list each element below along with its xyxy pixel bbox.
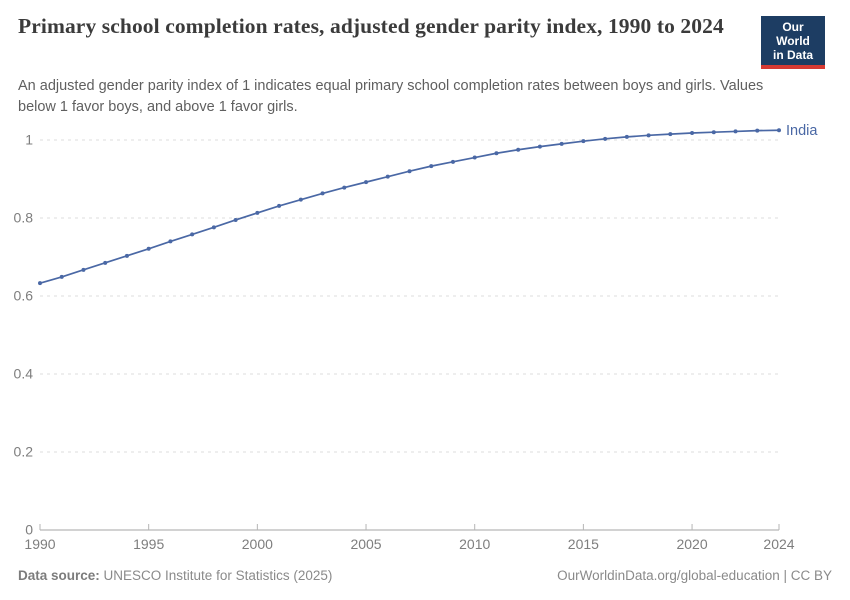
x-axis-tick-label: 1995 [133, 536, 164, 552]
y-axis-tick-label: 1 [25, 132, 33, 148]
data-point-marker [277, 203, 282, 208]
data-point-marker [777, 128, 781, 133]
chart-title: Primary school completion rates, adjuste… [18, 14, 724, 38]
y-axis-tick-label: 0.4 [14, 366, 34, 382]
data-point-marker [668, 132, 673, 137]
data-point-marker [407, 169, 412, 174]
x-axis-tick-label: 2024 [763, 536, 794, 552]
data-point-marker [168, 239, 173, 244]
data-point-marker [581, 139, 586, 144]
data-point-marker [342, 185, 347, 190]
x-axis-tick-label: 2020 [676, 536, 707, 552]
india-series-line [39, 129, 780, 284]
data-point-marker [624, 134, 629, 139]
y-axis-tick-label: 0.6 [14, 288, 34, 304]
data-point-marker [733, 129, 738, 134]
data-point-marker [646, 133, 651, 138]
owid-credit-link[interactable]: OurWorldinData.org/global-education | CC… [557, 568, 832, 583]
data-source-note: Data source: UNESCO Institute for Statis… [18, 568, 332, 583]
x-axis-tick-label: 2015 [568, 536, 599, 552]
x-axis-tick-label: 2000 [242, 536, 273, 552]
data-point-marker [711, 130, 716, 135]
owid-logo-red-bar [761, 65, 825, 69]
data-point-marker [494, 151, 499, 156]
data-point-marker [124, 253, 129, 258]
data-point-marker [364, 180, 369, 185]
series-entity-label[interactable]: India [786, 123, 818, 139]
data-point-marker [537, 144, 542, 149]
chart-footer: Data source: UNESCO Institute for Statis… [18, 568, 832, 583]
data-point-marker [103, 260, 108, 265]
y-axis-tick-label: 0.8 [14, 210, 34, 226]
data-point-marker [38, 281, 42, 286]
data-point-marker [429, 164, 434, 169]
x-axis-tick-label: 2005 [350, 536, 381, 552]
data-point-marker [385, 174, 390, 179]
data-point-marker [233, 217, 238, 222]
y-axis-tick-label: 0.2 [14, 444, 34, 460]
owid-logo[interactable]: Our World in Data [761, 16, 825, 69]
data-point-marker [255, 210, 260, 215]
data-point-marker [320, 191, 325, 196]
y-axis-tick-label: 0 [25, 522, 33, 538]
data-point-marker [190, 232, 195, 237]
data-point-marker [450, 159, 455, 164]
data-point-marker [81, 267, 86, 272]
chart-subtitle: An adjusted gender parity index of 1 ind… [18, 78, 764, 115]
data-point-marker [298, 197, 303, 202]
data-source-label: Data source: [18, 568, 100, 583]
x-axis-tick-label: 2010 [459, 536, 490, 552]
data-point-marker [472, 155, 477, 160]
data-point-marker [211, 225, 216, 230]
owid-logo-text: Our World in Data [761, 16, 825, 65]
data-point-marker [516, 147, 521, 152]
x-axis-tick-label: 1990 [24, 536, 55, 552]
data-point-marker [559, 141, 564, 146]
data-point-marker [755, 128, 760, 133]
data-point-marker [146, 246, 151, 251]
data-point-marker [603, 136, 608, 141]
data-point-marker [690, 130, 695, 135]
data-source-text: UNESCO Institute for Statistics (2025) [99, 568, 333, 583]
data-point-marker [59, 274, 64, 279]
